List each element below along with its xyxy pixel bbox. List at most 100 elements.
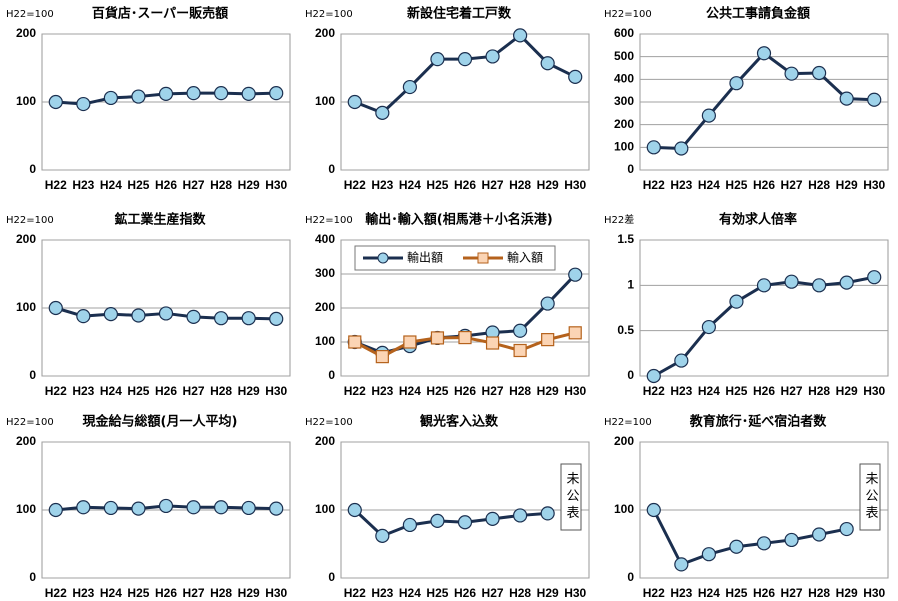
x-tick-label: H28 xyxy=(509,586,531,600)
marker xyxy=(131,501,146,516)
annotation: 未公表 xyxy=(863,472,879,523)
legend-label: 輸出額 xyxy=(407,250,443,265)
marker xyxy=(568,326,582,340)
x-tick-label: H28 xyxy=(808,178,830,192)
marker xyxy=(186,86,201,101)
legend-marker xyxy=(377,252,389,264)
x-tick-label: H28 xyxy=(210,178,232,192)
legend-marker xyxy=(477,252,489,264)
x-tick-label: H23 xyxy=(670,586,692,600)
marker xyxy=(513,508,528,523)
marker xyxy=(48,94,63,110)
y-tick-label: 100 xyxy=(315,502,335,516)
x-tick-label: H25 xyxy=(127,384,149,398)
marker xyxy=(430,331,445,345)
y-tick-label: 1 xyxy=(627,278,634,292)
y-tick-label: 0.5 xyxy=(617,323,634,337)
x-tick-label: H24 xyxy=(100,384,122,398)
marker xyxy=(568,267,583,282)
x-tick-label: H22 xyxy=(45,586,67,600)
marker xyxy=(214,86,229,101)
y-tick-label: 200 xyxy=(315,434,335,448)
x-tick-label: H27 xyxy=(482,586,504,600)
marker xyxy=(784,274,799,289)
y-tick-label: 100 xyxy=(16,300,36,314)
x-tick-label: H28 xyxy=(509,384,531,398)
legend-label: 輸入額 xyxy=(507,250,543,265)
unit-label: H22=100 xyxy=(6,215,54,226)
unit-label: H22=100 xyxy=(305,215,353,226)
x-tick-label: H23 xyxy=(670,178,692,192)
unit-label: H22=100 xyxy=(305,417,353,428)
x-tick-label: H29 xyxy=(238,384,260,398)
x-tick-label: H24 xyxy=(698,178,720,192)
marker xyxy=(513,343,527,358)
y-tick-label: 300 xyxy=(614,94,634,108)
x-tick-label: H29 xyxy=(836,586,858,600)
marker xyxy=(839,275,854,290)
y-tick-label: 0 xyxy=(29,570,36,584)
marker xyxy=(867,270,882,285)
marker xyxy=(269,86,284,101)
marker xyxy=(186,309,201,324)
marker xyxy=(214,311,229,326)
marker xyxy=(269,501,284,516)
x-tick-label: H27 xyxy=(781,384,803,398)
x-tick-label: H28 xyxy=(509,178,531,192)
y-tick-label: 0 xyxy=(328,162,335,176)
x-tick-label: H25 xyxy=(725,586,747,600)
x-tick-label: H22 xyxy=(344,384,366,398)
marker xyxy=(347,502,362,518)
x-tick-label: H22 xyxy=(45,178,67,192)
x-tick-label: H26 xyxy=(155,178,177,192)
x-tick-label: H30 xyxy=(564,586,586,600)
x-tick-label: H26 xyxy=(753,586,775,600)
x-tick-label: H25 xyxy=(426,384,448,398)
x-tick-label: H29 xyxy=(238,178,260,192)
x-tick-label: H29 xyxy=(836,178,858,192)
y-tick-label: 600 xyxy=(614,26,634,40)
marker xyxy=(540,506,555,521)
marker xyxy=(48,502,63,518)
y-tick-label: 0 xyxy=(328,570,335,584)
x-tick-label: H24 xyxy=(399,586,421,600)
x-tick-label: H22 xyxy=(643,384,665,398)
marker xyxy=(568,69,583,84)
x-tick-label: H29 xyxy=(537,586,559,600)
unit-label: H22=100 xyxy=(305,9,353,20)
marker xyxy=(784,532,799,548)
x-tick-label: H27 xyxy=(183,178,205,192)
x-tick-label: H29 xyxy=(238,586,260,600)
x-tick-label: H30 xyxy=(863,586,885,600)
marker xyxy=(457,52,473,67)
y-tick-label: 300 xyxy=(315,266,335,280)
x-tick-label: H24 xyxy=(399,178,421,192)
marker xyxy=(158,86,174,101)
x-tick-label: H27 xyxy=(183,384,205,398)
y-tick-label: 200 xyxy=(315,300,335,314)
marker xyxy=(756,46,772,61)
x-tick-label: H25 xyxy=(426,586,448,600)
x-tick-label: H23 xyxy=(670,384,692,398)
chart-title: 教育旅行･延べ宿泊者数 xyxy=(689,414,828,430)
unit-label: H22=100 xyxy=(6,417,54,428)
marker xyxy=(729,76,744,91)
marker xyxy=(158,306,174,321)
marker xyxy=(729,294,744,309)
x-tick-label: H24 xyxy=(399,384,421,398)
marker xyxy=(701,319,716,335)
x-tick-label: H28 xyxy=(210,384,232,398)
marker xyxy=(784,66,799,81)
marker xyxy=(701,547,716,562)
y-tick-label: 100 xyxy=(315,94,335,108)
marker xyxy=(812,527,827,542)
x-tick-label: H28 xyxy=(808,586,830,600)
y-tick-label: 0 xyxy=(627,162,634,176)
y-tick-label: 500 xyxy=(614,49,634,63)
marker xyxy=(756,278,772,293)
x-tick-label: H30 xyxy=(564,384,586,398)
marker xyxy=(701,108,716,123)
marker xyxy=(540,296,555,311)
unit-label: H22=100 xyxy=(604,9,652,20)
x-tick-label: H26 xyxy=(753,384,775,398)
